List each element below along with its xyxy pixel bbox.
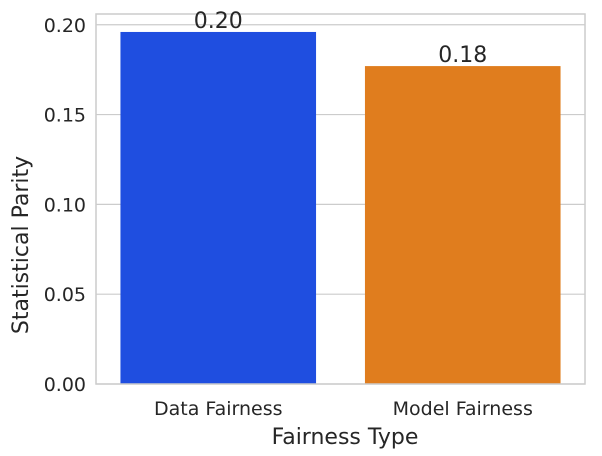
- y-tick-label: 0.20: [44, 15, 86, 37]
- y-tick-label: 0.10: [44, 194, 86, 216]
- bars: [120, 31, 561, 385]
- y-tick-labels: 0.00 0.05 0.10 0.15 0.20: [44, 15, 86, 396]
- x-tick-label: Data Fairness: [154, 398, 283, 420]
- x-axis-label: Fairness Type: [272, 425, 419, 450]
- y-tick-label: 0.00: [44, 374, 86, 396]
- bar: [364, 66, 561, 385]
- y-tick-label: 0.15: [44, 105, 86, 127]
- bar-value-label: 0.20: [194, 9, 243, 34]
- y-tick-label: 0.05: [44, 284, 86, 306]
- x-tick-labels: Data Fairness Model Fairness: [154, 398, 533, 420]
- y-axis-label: Statistical Parity: [9, 156, 34, 334]
- x-tick-label: Model Fairness: [393, 398, 533, 420]
- bar-value-label: 0.18: [438, 43, 487, 68]
- plot-frame: [95, 13, 586, 385]
- data-labels: 0.20 0.18: [194, 9, 487, 68]
- bar: [120, 31, 317, 385]
